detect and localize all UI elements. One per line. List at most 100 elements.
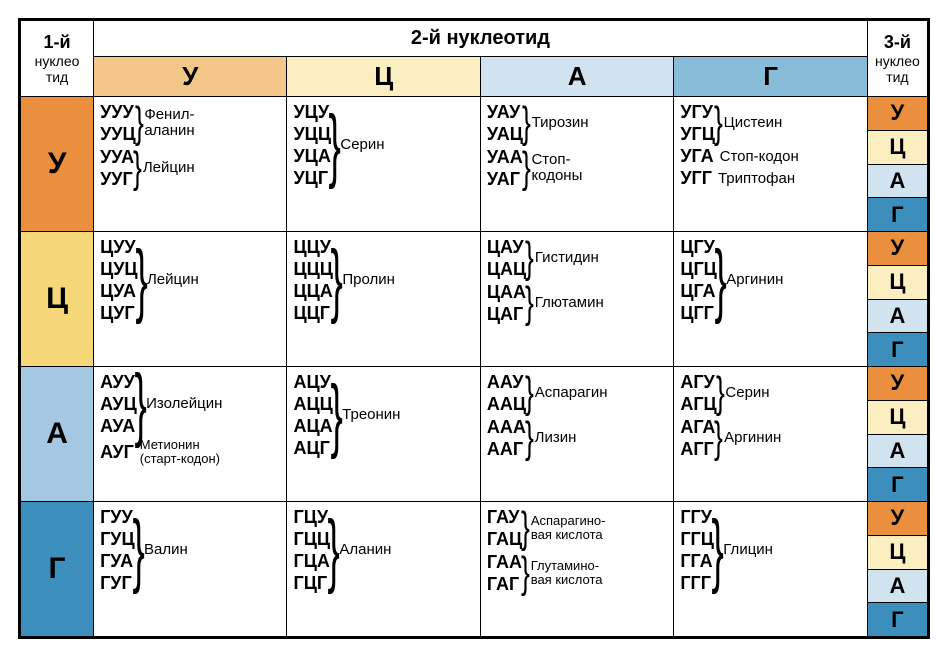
header-second-nucleotide: 2-й нуклеотид: [94, 21, 868, 57]
amino-label: Серин: [725, 385, 769, 401]
row-label-А: А: [21, 367, 94, 502]
third-ord: 3-й: [870, 32, 925, 53]
cell-У-У: УУУУУЦ}Фенил- аланинУУАУУГ}Лейцин: [94, 97, 287, 232]
amino-label: Глутамино- вая кислота: [531, 559, 603, 587]
codon: АУЦ: [100, 393, 137, 415]
cell-А-А: ААУААЦ} Аспарагин АААААГ}Лизин: [480, 367, 673, 502]
third-cell-Ц-У: У: [867, 232, 927, 266]
codon-group: АГААГГ}Аргинин: [680, 416, 860, 460]
codon-single: УГГТриптофан: [680, 168, 860, 189]
codon: ГЦУ: [293, 506, 330, 528]
cell-А-У: АУУАУЦАУА}ИзолейцинАУГМетионин (старт-ко…: [94, 367, 287, 502]
codon-group: ГАУГАЦ}Аспарагино- вая кислота: [487, 506, 667, 550]
amino-label: Аспарагин: [535, 385, 608, 401]
first-sub1: нуклео: [23, 53, 91, 69]
codon: АУГ: [100, 442, 134, 463]
codon: УУЦ: [100, 123, 136, 145]
codon: АГЦ: [680, 393, 716, 415]
codon: УАГ: [487, 168, 523, 190]
codon: УЦЦ: [293, 123, 331, 145]
codon: АГА: [680, 416, 715, 438]
amino-label: Треонин: [342, 407, 400, 423]
codon: УАА: [487, 146, 523, 168]
brace-icon: }: [522, 159, 531, 177]
codon: ААУ: [487, 371, 526, 393]
codon: ЦГА: [680, 280, 717, 302]
codon: ГГЦ: [680, 528, 714, 550]
codon-group: ГГУГГЦГГАГГГ}Глицин: [680, 506, 860, 594]
brace-icon: }: [133, 159, 142, 177]
codon-group: ЦЦУЦЦЦЦЦАЦЦГ}Пролин: [293, 236, 473, 324]
cell-А-Г: АГУАГЦ}Серин АГААГГ}Аргинин: [674, 367, 867, 502]
amino-label: Триптофан: [718, 171, 795, 187]
codon: ЦУУ: [100, 236, 138, 258]
codon: ААЦ: [487, 393, 526, 415]
codon: ГГА: [680, 550, 714, 572]
codon: ЦАЦ: [487, 258, 526, 280]
codon: ГУУ: [100, 506, 135, 528]
codon: ГАГ: [487, 573, 522, 595]
codon: УАЦ: [487, 123, 523, 145]
col-header-Ц: Ц: [287, 57, 480, 97]
codon-table: 1-й нуклео тид2-й нуклеотид3-й нуклео ти…: [20, 20, 928, 637]
cell-У-А: УАУУАЦ}ТирозинУААУАГ}Стоп- кодоны: [480, 97, 673, 232]
codon: УАУ: [487, 101, 523, 123]
codon-group: ГУУГУЦГУАГУГ}Валин: [100, 506, 280, 594]
brace-icon: }: [525, 429, 534, 447]
brace-icon: }: [716, 384, 725, 402]
codon: ГАЦ: [487, 528, 522, 550]
codon: ЦАГ: [487, 303, 526, 325]
codon-group: АААААГ}Лизин: [487, 416, 667, 460]
codon-group: ЦАУЦАЦ}Гистидин: [487, 236, 667, 280]
codon: ГГГ: [680, 572, 714, 594]
third-cell-А-Г: Г: [867, 468, 927, 502]
cell-Г-А: ГАУГАЦ}Аспарагино- вая кислотаГААГАГ}Глу…: [480, 502, 673, 637]
codon: ГУЦ: [100, 528, 135, 550]
header-first-nucleotide: 1-й нуклео тид: [21, 21, 94, 97]
codon: ЦГГ: [680, 302, 717, 324]
col-header-А: А: [480, 57, 673, 97]
codon: УГУ: [680, 101, 715, 123]
third-cell-Ц-Г: Г: [867, 333, 927, 367]
codon-group: АЦУАЦЦАЦААЦГ}Треонин: [293, 371, 473, 459]
codon: ЦГЦ: [680, 258, 717, 280]
third-cell-Г-Г: Г: [867, 603, 927, 637]
codon: АУУ: [100, 371, 137, 393]
third-cell-У-Ц: Ц: [867, 130, 927, 164]
amino-label: Гистидин: [535, 250, 599, 266]
amino-label: Аланин: [339, 542, 391, 558]
amino-label: Аспарагино- вая кислота: [531, 514, 606, 542]
brace-icon: }: [329, 129, 341, 162]
codon: ГУГ: [100, 572, 135, 594]
codon: АГУ: [680, 371, 716, 393]
codon: АГГ: [680, 438, 715, 460]
codon-group: ЦГУЦГЦЦГАЦГГ}Аргинин: [680, 236, 860, 324]
amino-label: Валин: [144, 542, 188, 558]
codon-group: УУУУУЦ}Фенил- аланин: [100, 101, 280, 145]
amino-label: Пролин: [342, 272, 395, 288]
third-sub2: тид: [870, 69, 925, 85]
codon: ЦАУ: [487, 236, 526, 258]
amino-label: Глютамин: [535, 295, 604, 311]
cell-Ц-А: ЦАУЦАЦ}ГистидинЦААЦАГ}Глютамин: [480, 232, 673, 367]
amino-label: Лизин: [535, 430, 577, 446]
codon: ГГУ: [680, 506, 714, 528]
first-ord: 1-й: [23, 32, 91, 53]
codon: ЦУА: [100, 280, 138, 302]
amino-label: Стоп- кодоны: [531, 152, 582, 184]
third-cell-У-У: У: [867, 97, 927, 131]
amino-label: Лейцин: [143, 160, 195, 176]
codon: УЦГ: [293, 167, 331, 189]
codon-group: УГУУГЦ}Цистеин: [680, 101, 860, 145]
cell-Г-Ц: ГЦУГЦЦГЦАГЦГ}Аланин: [287, 502, 480, 637]
brace-icon: }: [525, 294, 534, 312]
brace-icon: }: [714, 264, 726, 297]
codon: ЦЦУ: [293, 236, 332, 258]
codon: ГЦЦ: [293, 528, 330, 550]
codon: АУА: [100, 415, 137, 437]
amino-label: Фенил- аланин: [144, 107, 194, 139]
brace-icon: }: [328, 534, 340, 567]
cell-Ц-Ц: ЦЦУЦЦЦЦЦАЦЦГ}Пролин: [287, 232, 480, 367]
codon: АЦЦ: [293, 393, 332, 415]
codon: ЦУЦ: [100, 258, 138, 280]
